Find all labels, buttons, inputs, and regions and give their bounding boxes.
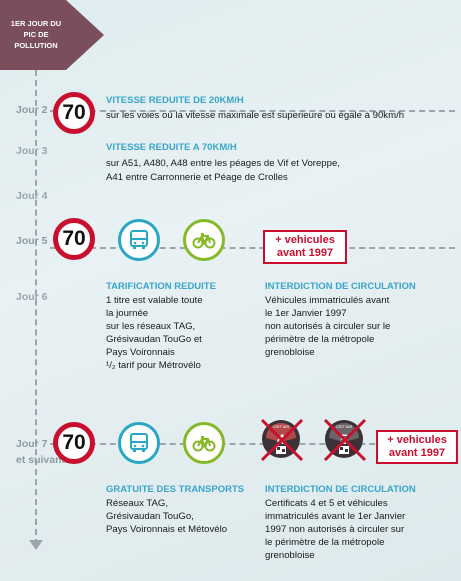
bicycle-icon bbox=[183, 422, 225, 464]
extra-vehicles-line1: + vehicules bbox=[275, 234, 335, 246]
jour3-title: VITESSE REDUITE A 70KM/H bbox=[106, 142, 237, 153]
gratuite-line: Réseaux TAG, bbox=[106, 498, 169, 509]
extra-vehicles-line2: avant 1997 bbox=[388, 447, 446, 459]
day-label-5: Jour 5 bbox=[16, 235, 48, 247]
interdiction-line: grenobloise bbox=[265, 550, 315, 561]
jour2-title: VITESSE REDUITE DE 20KM/H bbox=[106, 95, 244, 106]
interdiction-text-7: Certificats 4 et 5 et véhicules immatric… bbox=[265, 497, 455, 562]
tarif-title: TARIFICATION REDUITE bbox=[106, 281, 216, 292]
interdiction-line: grenobloise bbox=[265, 347, 315, 358]
interdiction-line: Certificats 4 et 5 et véhicules bbox=[265, 498, 388, 509]
interdiction-line: Véhicules immatriculés avant bbox=[265, 295, 390, 306]
jour3-line2: A41 entre Carronnerie et Péage de Crolle… bbox=[106, 172, 288, 183]
speed-limit-70-icon: 70 bbox=[53, 92, 95, 134]
timeline-line bbox=[35, 70, 37, 545]
tarif-line: Grésivaudan TouGo et bbox=[106, 334, 202, 345]
interdiction-title-7: INTERDICTION DE CIRCULATION bbox=[265, 484, 416, 495]
svg-text:CRIT'AIR: CRIT'AIR bbox=[273, 424, 290, 429]
day-label-2: Jour 2 bbox=[16, 104, 48, 116]
interdiction-title-6: INTERDICTION DE CIRCULATION bbox=[265, 281, 416, 292]
tarif-line: Pays Voironnais bbox=[106, 347, 175, 358]
interdiction-line: non autorisés à circuler sur le bbox=[265, 321, 391, 332]
gratuite-line: Pays Voironnais et Métovélo bbox=[106, 524, 228, 535]
tarif-line: la journée bbox=[106, 308, 149, 319]
bus-icon bbox=[118, 422, 160, 464]
extra-vehicles-line1: + vehicules bbox=[387, 434, 447, 446]
tarif-line: 1 titre est valable toute bbox=[106, 295, 203, 306]
jour5-divider bbox=[50, 247, 455, 249]
bus-icon bbox=[118, 219, 160, 261]
day-label-3: Jour 3 bbox=[16, 145, 48, 157]
jour7-divider bbox=[50, 443, 455, 445]
extra-vehicles-badge: + vehicules avant 1997 bbox=[263, 230, 347, 264]
timeline-arrow bbox=[29, 540, 43, 550]
gratuite-title: GRATUITE DES TRANSPORTS bbox=[106, 484, 245, 495]
extra-vehicles-badge: + vehicules avant 1997 bbox=[376, 430, 458, 464]
day-label-7: Jour 7 bbox=[16, 438, 48, 450]
critair-sticker-icon: CRIT'AIR 5 bbox=[323, 418, 367, 464]
header-label: 1er JOUR DU PIC DE POLLUTION bbox=[10, 19, 62, 50]
jour2-divider bbox=[50, 110, 455, 112]
day-label-6: Jour 6 bbox=[16, 291, 48, 303]
jour2-text: sur les voies où la vitesse maximale est… bbox=[106, 110, 405, 121]
extra-vehicles-line2: avant 1997 bbox=[276, 247, 334, 259]
interdiction-line: le 1er Janvier 1997 bbox=[265, 308, 347, 319]
tarif-text: 1 titre est valable toute la journée sur… bbox=[106, 294, 246, 372]
interdiction-text-6: Véhicules immatriculés avant le 1er Janv… bbox=[265, 294, 445, 359]
jour3-line1: sur A51, A480, A48 entre les péages de V… bbox=[106, 158, 340, 169]
gratuite-line: Grésivaudan TouGo, bbox=[106, 511, 194, 522]
gratuite-text: Réseaux TAG, Grésivaudan TouGo, Pays Voi… bbox=[106, 497, 256, 536]
tarif-line: ¹/₂ tarif pour Métrovélo bbox=[106, 360, 201, 371]
critair-sticker-icon: CRIT'AIR 4 bbox=[260, 418, 304, 464]
svg-text:CRIT'AIR: CRIT'AIR bbox=[336, 424, 353, 429]
speed-limit-70-icon: 70 bbox=[53, 422, 95, 464]
interdiction-line: le périmètre de la métropole bbox=[265, 537, 385, 548]
day-label-7-suite: et suivants bbox=[16, 454, 71, 466]
tarif-line: sur les réseaux TAG, bbox=[106, 321, 196, 332]
interdiction-line: périmètre de la métropole bbox=[265, 334, 375, 345]
interdiction-line: 1997 non autorisés à circuler sur bbox=[265, 524, 405, 535]
day-label-4: Jour 4 bbox=[16, 190, 48, 202]
bicycle-icon bbox=[183, 219, 225, 261]
header-arrow-shape bbox=[0, 0, 104, 70]
speed-limit-70-icon: 70 bbox=[53, 218, 95, 260]
interdiction-line: immatriculés avant le 1er Janvier bbox=[265, 511, 406, 522]
